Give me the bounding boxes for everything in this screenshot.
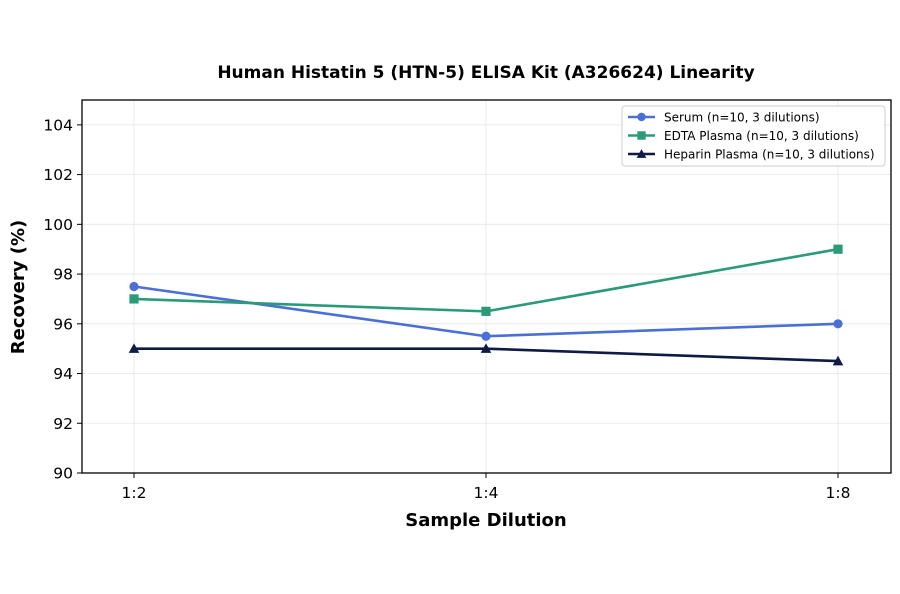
legend: Serum (n=10, 3 dilutions) EDTA Plasma (n=… (621, 105, 886, 167)
legend-label: Heparin Plasma (n=10, 3 dilutions) (664, 147, 875, 161)
data-point (480, 343, 492, 353)
y-tick-label: 102 (43, 166, 73, 184)
y-tick-label: 100 (43, 216, 73, 234)
legend-item: EDTA Plasma (n=10, 3 dilutions) (628, 129, 859, 143)
data-point (833, 319, 843, 329)
data-point (128, 343, 140, 353)
legend-label: Serum (n=10, 3 dilutions) (664, 110, 820, 124)
x-tick-label: 1:4 (474, 484, 499, 502)
series-layer (128, 244, 844, 366)
y-tick-label: 90 (53, 465, 73, 483)
x-axis-label: Sample Dilution (405, 510, 566, 531)
y-tick-label: 98 (53, 266, 73, 284)
y-tick-label: 96 (53, 315, 73, 333)
data-point (832, 355, 844, 366)
data-point (481, 331, 491, 341)
grid-lines (82, 100, 891, 473)
data-point (636, 149, 647, 158)
series-2 (129, 244, 843, 316)
legend-item: Heparin Plasma (n=10, 3 dilutions) (628, 147, 875, 161)
x-tick-label: 1:2 (122, 484, 147, 502)
data-point (129, 281, 139, 292)
y-axis-ticks: 90 92 94 96 98 100 102 104 (43, 116, 82, 483)
data-point (833, 244, 843, 254)
plot-frame (81, 99, 892, 474)
data-point (129, 294, 139, 304)
data-point (637, 112, 646, 122)
legend-box (621, 105, 886, 167)
legend-item: Serum (n=10, 3 dilutions) (628, 110, 820, 124)
y-tick-label: 104 (43, 116, 73, 134)
y-axis-label: Recovery (%) (8, 220, 29, 354)
series-3 (128, 343, 844, 366)
legend-label: EDTA Plasma (n=10, 3 dilutions) (664, 129, 859, 143)
y-tick-label: 94 (53, 365, 73, 383)
data-point (637, 131, 646, 140)
x-axis-ticks: 1:2 1:4 1:8 (122, 473, 851, 502)
data-point (481, 306, 491, 316)
x-tick-label: 1:8 (826, 484, 851, 502)
chart-title: Human Histatin 5 (HTN-5) ELISA Kit (A326… (217, 63, 754, 83)
y-tick-label: 92 (53, 415, 73, 433)
